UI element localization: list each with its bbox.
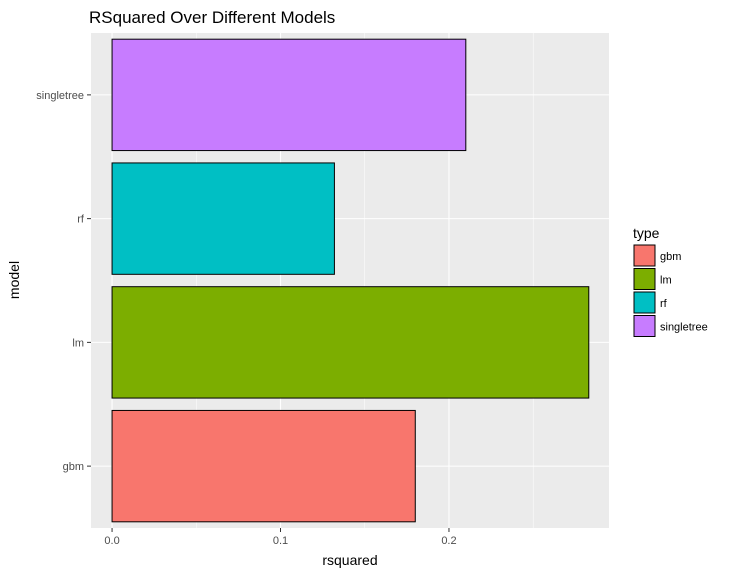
y-tick-label-singletree: singletree bbox=[36, 90, 84, 102]
y-tick-label-gbm: gbm bbox=[63, 461, 84, 473]
chart-title: RSquared Over Different Models bbox=[89, 8, 335, 27]
x-tick-label: 0.1 bbox=[273, 535, 288, 547]
legend-key-gbm bbox=[633, 244, 656, 267]
x-axis-title: rsquared bbox=[322, 552, 377, 568]
legend-label-lm: lm bbox=[660, 275, 672, 287]
x-tick-label: 0.2 bbox=[441, 535, 456, 547]
bar-lm bbox=[111, 286, 590, 399]
bars bbox=[111, 38, 590, 523]
x-axis-ticks: 0.0 0.1 0.2 bbox=[104, 528, 457, 547]
y-tick-label-rf: rf bbox=[77, 214, 85, 226]
legend-key-singletree bbox=[633, 315, 656, 337]
legend-key-rf bbox=[633, 291, 656, 314]
legend: type gbm lm rf singletree bbox=[633, 225, 708, 337]
legend-key-lm bbox=[633, 268, 656, 290]
y-axis-title: model bbox=[6, 261, 22, 299]
legend-label-singletree: singletree bbox=[660, 322, 708, 334]
bar-rf bbox=[111, 162, 335, 275]
legend-label-gbm: gbm bbox=[660, 251, 681, 263]
bar-singletree bbox=[111, 38, 467, 152]
legend-label-rf: rf bbox=[660, 298, 668, 310]
legend-title: type bbox=[633, 225, 660, 241]
y-tick-label-lm: lm bbox=[72, 337, 84, 349]
bar-gbm bbox=[111, 409, 416, 523]
y-axis-ticks: gbm lm rf singletree bbox=[36, 90, 91, 473]
x-tick-label: 0.0 bbox=[104, 535, 119, 547]
